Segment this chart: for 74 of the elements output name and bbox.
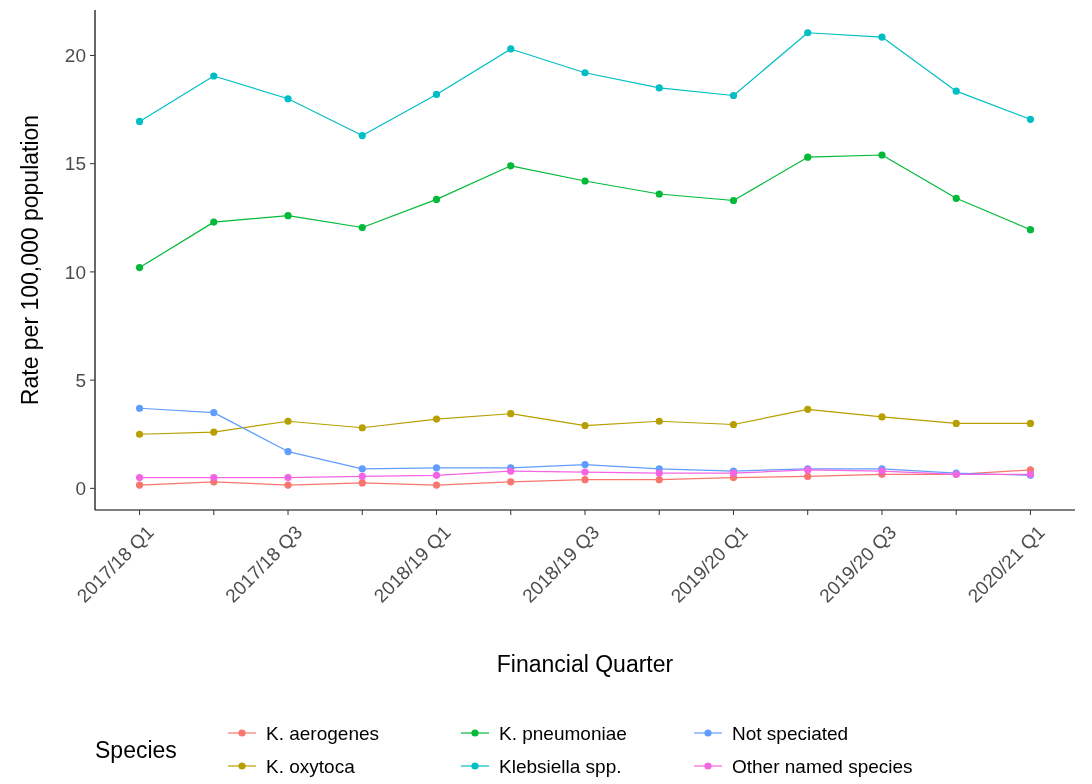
point — [432, 415, 441, 423]
point — [655, 476, 663, 484]
point — [358, 472, 366, 481]
point — [1026, 226, 1035, 234]
x-axis-title: Financial Quarter — [496, 651, 674, 677]
point — [358, 131, 366, 140]
point — [804, 153, 812, 161]
point — [284, 212, 292, 220]
point — [135, 430, 144, 438]
point — [1026, 419, 1035, 428]
point — [804, 405, 812, 413]
point — [432, 195, 441, 203]
point — [878, 151, 886, 159]
point — [804, 472, 812, 481]
point — [952, 87, 960, 95]
legend-label: Not speciated — [732, 722, 849, 744]
point — [284, 447, 292, 456]
point — [210, 218, 218, 226]
point — [135, 404, 144, 412]
point — [581, 69, 589, 77]
point — [1026, 115, 1035, 123]
point — [581, 468, 589, 476]
point — [581, 476, 589, 484]
point — [135, 473, 144, 482]
point — [432, 471, 441, 479]
point — [432, 464, 441, 472]
y-tick-label: 5 — [75, 369, 86, 391]
point — [210, 409, 218, 417]
point — [358, 465, 366, 473]
point — [729, 91, 738, 100]
legend-label: K. oxytoca — [266, 755, 356, 777]
point — [284, 473, 292, 482]
point — [804, 29, 812, 37]
point — [581, 421, 589, 430]
point — [581, 460, 589, 469]
y-tick-label: 15 — [64, 153, 86, 175]
point — [878, 33, 886, 41]
y-tick-label: 10 — [64, 261, 86, 283]
point — [655, 469, 663, 477]
point — [507, 410, 515, 418]
point — [655, 190, 663, 198]
legend-label: K. pneumoniae — [499, 722, 627, 744]
y-axis-title: Rate per 100,000 population — [17, 114, 43, 406]
point — [952, 194, 960, 202]
legend-label: K. aerogenes — [266, 722, 380, 744]
point — [655, 417, 663, 425]
point — [432, 90, 441, 99]
point — [507, 478, 515, 486]
point — [581, 177, 589, 185]
legend-label: Klebsiella spp. — [499, 755, 622, 777]
point — [507, 162, 515, 170]
legend-title: Species — [95, 737, 177, 763]
point — [878, 413, 886, 421]
point — [284, 481, 292, 489]
point — [135, 263, 144, 272]
point — [729, 420, 738, 429]
point — [210, 473, 218, 482]
point — [432, 481, 441, 489]
point — [284, 417, 292, 425]
point — [729, 196, 738, 205]
point — [210, 72, 218, 80]
legend-label: Other named species — [732, 755, 913, 777]
point — [507, 45, 515, 53]
point — [210, 428, 218, 436]
y-tick-label: 0 — [75, 478, 86, 499]
y-tick-label: 20 — [64, 45, 86, 67]
point — [135, 481, 144, 489]
point — [358, 223, 366, 232]
point — [135, 117, 144, 126]
point — [358, 424, 366, 432]
point — [284, 95, 292, 103]
point — [358, 479, 366, 487]
point — [655, 84, 663, 92]
point — [952, 419, 960, 428]
